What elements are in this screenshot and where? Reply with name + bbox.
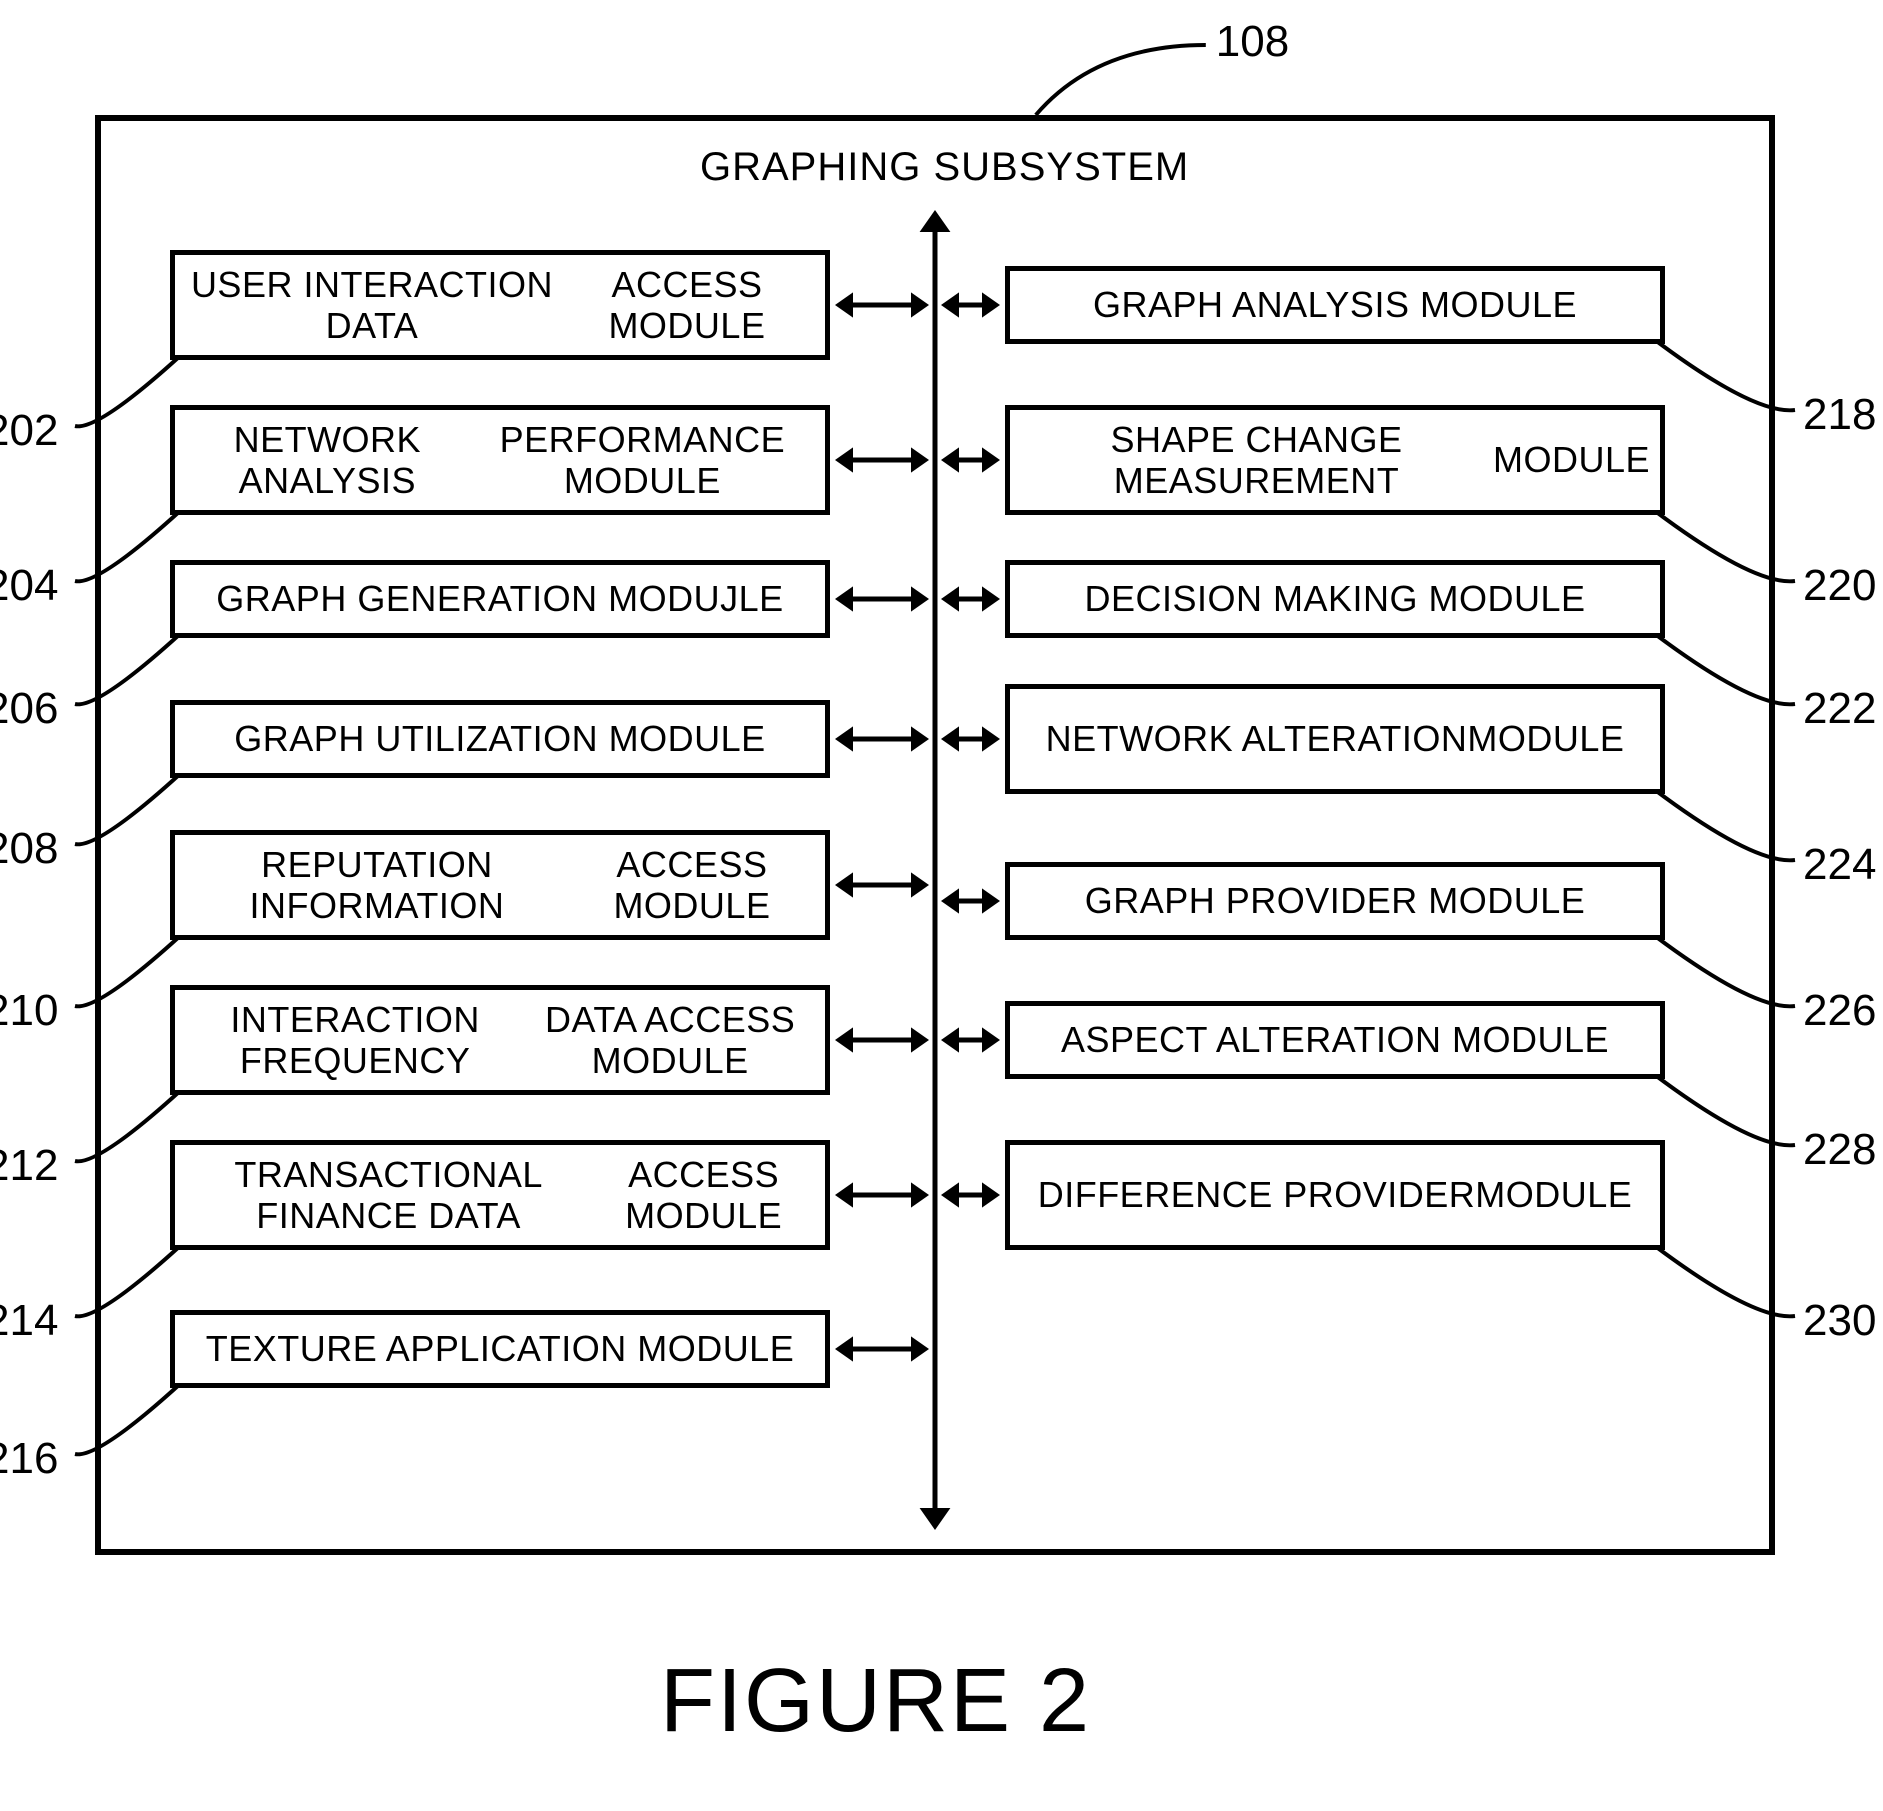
module-label-line: DIFFERENCE PROVIDER bbox=[1038, 1174, 1476, 1215]
module-label-line: PERFORMANCE MODULE bbox=[470, 419, 815, 502]
ref-numeral: 206 bbox=[0, 684, 58, 734]
module-label-line: TEXTURE APPLICATION MODULE bbox=[206, 1328, 794, 1369]
module-label-line: MODULE bbox=[1475, 1174, 1632, 1215]
ref-numeral: 210 bbox=[0, 986, 58, 1036]
module-label-line: NETWORK ALTERATION bbox=[1046, 718, 1468, 759]
module-label-line: ACCESS MODULE bbox=[559, 264, 815, 347]
ref-numeral: 204 bbox=[0, 561, 58, 611]
module-label-line: DATA ACCESS MODULE bbox=[525, 999, 815, 1082]
module-label-line: ASPECT ALTERATION MODULE bbox=[1061, 1019, 1609, 1060]
module-box: SHAPE CHANGE MEASUREMENTMODULE bbox=[1005, 405, 1665, 515]
module-label-line: ACCESS MODULE bbox=[592, 1154, 815, 1237]
ref-numeral: 228 bbox=[1803, 1125, 1876, 1175]
subsystem-title: GRAPHING SUBSYSTEM bbox=[700, 145, 1189, 190]
module-box: NETWORK ANALYSISPERFORMANCE MODULE bbox=[170, 405, 830, 515]
module-label-line: MODULE bbox=[1493, 439, 1650, 480]
module-label-line: SHAPE CHANGE MEASUREMENT bbox=[1020, 419, 1493, 502]
module-box: GRAPH PROVIDER MODULE bbox=[1005, 862, 1665, 940]
module-box: ASPECT ALTERATION MODULE bbox=[1005, 1001, 1665, 1079]
module-box: GRAPH UTILIZATION MODULE bbox=[170, 700, 830, 778]
module-box: USER INTERACTION DATAACCESS MODULE bbox=[170, 250, 830, 360]
module-label-line: MODULE bbox=[1467, 718, 1624, 759]
module-label-line: ACCESS MODULE bbox=[569, 844, 815, 927]
ref-numeral: 202 bbox=[0, 406, 58, 456]
module-box: DIFFERENCE PROVIDERMODULE bbox=[1005, 1140, 1665, 1250]
module-label-line: GRAPH PROVIDER MODULE bbox=[1085, 880, 1586, 921]
module-label-line: TRANSACTIONAL FINANCE DATA bbox=[185, 1154, 592, 1237]
module-label-line: GRAPH ANALYSIS MODULE bbox=[1093, 284, 1577, 325]
ref-numeral: 226 bbox=[1803, 986, 1876, 1036]
module-label-line: GRAPH UTILIZATION MODULE bbox=[234, 718, 765, 759]
ref-numeral: 230 bbox=[1803, 1296, 1876, 1346]
ref-numeral: 218 bbox=[1803, 390, 1876, 440]
diagram-canvas: GRAPHING SUBSYSTEM FIGURE 2 USER INTERAC… bbox=[0, 0, 1883, 1811]
module-label-line: REPUTATION INFORMATION bbox=[185, 844, 569, 927]
module-label-line: GRAPH GENERATION MODUJLE bbox=[216, 578, 783, 619]
module-box: DECISION MAKING MODULE bbox=[1005, 560, 1665, 638]
module-box: TRANSACTIONAL FINANCE DATAACCESS MODULE bbox=[170, 1140, 830, 1250]
ref-numeral: 212 bbox=[0, 1141, 58, 1191]
module-label-line: INTERACTION FREQUENCY bbox=[185, 999, 525, 1082]
ref-numeral: 224 bbox=[1803, 840, 1876, 890]
module-label-line: DECISION MAKING MODULE bbox=[1084, 578, 1585, 619]
ref-numeral: 214 bbox=[0, 1296, 58, 1346]
module-box: GRAPH GENERATION MODUJLE bbox=[170, 560, 830, 638]
figure-caption: FIGURE 2 bbox=[660, 1650, 1091, 1753]
ref-numeral: 108 bbox=[1216, 17, 1289, 67]
module-box: TEXTURE APPLICATION MODULE bbox=[170, 1310, 830, 1388]
module-label-line: NETWORK ANALYSIS bbox=[185, 419, 470, 502]
ref-numeral: 220 bbox=[1803, 561, 1876, 611]
ref-numeral: 208 bbox=[0, 824, 58, 874]
module-box: REPUTATION INFORMATIONACCESS MODULE bbox=[170, 830, 830, 940]
module-box: INTERACTION FREQUENCYDATA ACCESS MODULE bbox=[170, 985, 830, 1095]
ref-numeral: 222 bbox=[1803, 684, 1876, 734]
ref-numeral: 216 bbox=[0, 1434, 58, 1484]
module-box: NETWORK ALTERATIONMODULE bbox=[1005, 684, 1665, 794]
module-box: GRAPH ANALYSIS MODULE bbox=[1005, 266, 1665, 344]
module-label-line: USER INTERACTION DATA bbox=[185, 264, 559, 347]
